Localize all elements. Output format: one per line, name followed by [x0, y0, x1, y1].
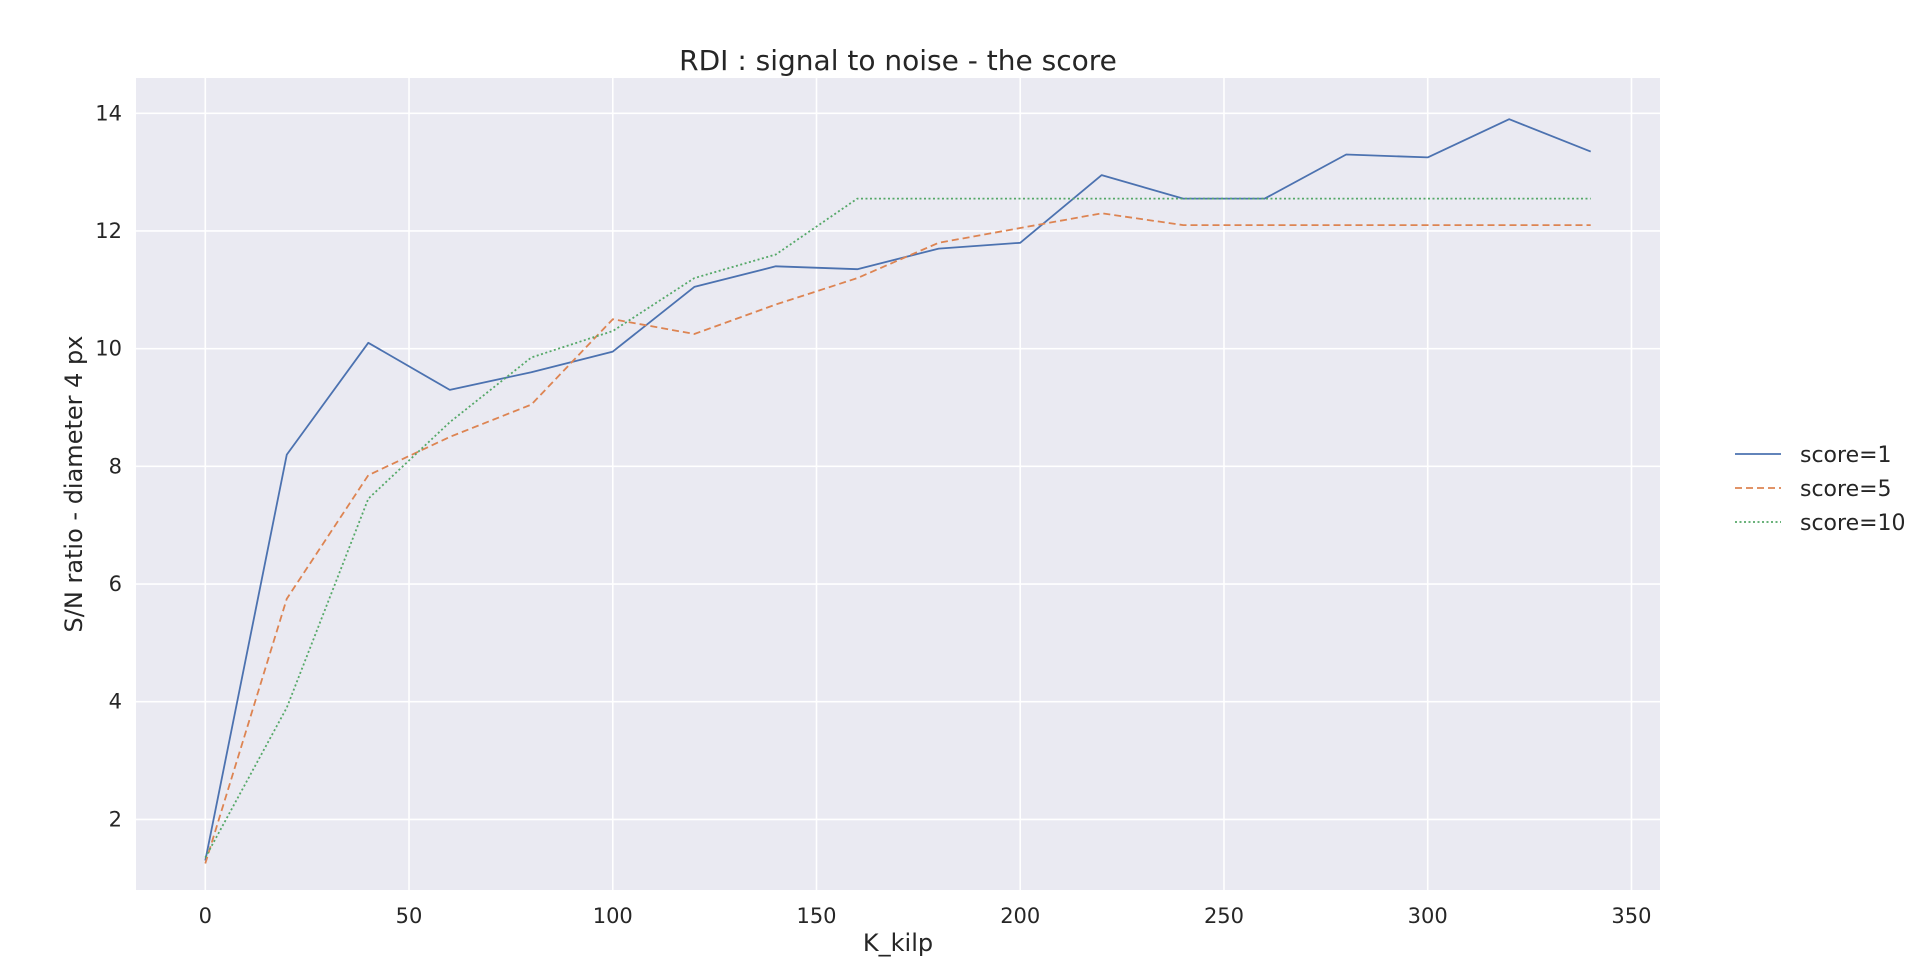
grid-lines [136, 78, 1660, 890]
y-tick-label: 10 [95, 337, 122, 361]
x-axis-label: K_kilp [863, 929, 933, 957]
series-line-score-10 [204, 197, 1591, 859]
x-tick-labels: 0 50 100 150 200 250 300 350 [199, 904, 1652, 928]
legend-entry: score=1 [1800, 443, 1892, 468]
legend-entry: score=5 [1800, 477, 1892, 502]
y-axis-label: S/N ratio - diameter 4 px [60, 336, 88, 633]
x-tick-label: 300 [1408, 904, 1448, 928]
series-lines [204, 118, 1592, 864]
y-tick-label: 6 [109, 572, 122, 596]
y-tick-label: 12 [95, 219, 122, 243]
series-line-score-1 [204, 118, 1592, 861]
plot-area [136, 78, 1660, 890]
x-tick-label: 250 [1204, 904, 1244, 928]
x-tick-label: 200 [1000, 904, 1040, 928]
x-tick-label: 50 [396, 904, 423, 928]
legend-entry: score=10 [1800, 511, 1906, 536]
x-tick-label: 100 [593, 904, 633, 928]
y-tick-labels: 2 4 6 8 10 12 14 [95, 101, 122, 831]
y-tick-label: 8 [109, 454, 122, 478]
x-tick-label: 150 [796, 904, 836, 928]
x-tick-label: 0 [199, 904, 212, 928]
y-tick-label: 2 [109, 807, 122, 831]
y-tick-label: 4 [109, 690, 122, 714]
legend: score=1 score=5 score=10 [1735, 443, 1906, 536]
chart-title: RDI : signal to noise - the score [679, 44, 1117, 77]
series-line-score-5 [204, 212, 1591, 864]
x-tick-label: 350 [1611, 904, 1651, 928]
y-tick-label: 14 [95, 101, 122, 125]
